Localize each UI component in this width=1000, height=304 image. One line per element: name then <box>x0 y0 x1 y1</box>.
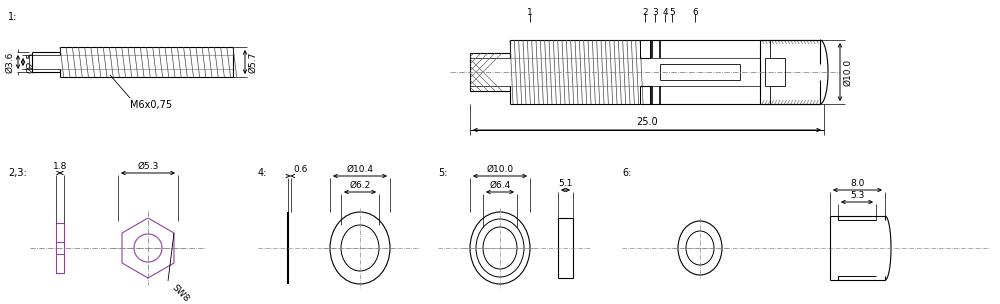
Text: Ø6.4: Ø6.4 <box>489 181 511 190</box>
Text: Ø6.2: Ø6.2 <box>349 181 371 190</box>
Text: 5.1: 5.1 <box>558 179 573 188</box>
Text: M6x0,75: M6x0,75 <box>130 100 172 110</box>
Text: Ø3.6: Ø3.6 <box>5 51 14 73</box>
Text: 6: 6 <box>692 8 698 17</box>
Text: 1: 1 <box>527 8 533 17</box>
Text: Ø10.0: Ø10.0 <box>843 58 852 85</box>
Text: Ø2.5: Ø2.5 <box>26 51 35 73</box>
Text: 5: 5 <box>669 8 675 17</box>
Text: SW8: SW8 <box>170 283 191 304</box>
Text: 4: 4 <box>662 8 668 17</box>
Text: 4:: 4: <box>258 168 267 178</box>
Text: Ø10.0: Ø10.0 <box>486 165 514 174</box>
Text: 8.0: 8.0 <box>850 179 865 188</box>
Text: 2,3:: 2,3: <box>8 168 27 178</box>
Text: 1.8: 1.8 <box>53 162 67 171</box>
Text: 2: 2 <box>642 8 648 17</box>
Text: 1:: 1: <box>8 12 17 22</box>
Text: 25.0: 25.0 <box>636 117 658 127</box>
Text: 5.3: 5.3 <box>850 191 864 200</box>
Text: Ø5.7: Ø5.7 <box>248 51 257 73</box>
Text: Ø5.3: Ø5.3 <box>137 162 159 171</box>
Text: Ø10.4: Ø10.4 <box>347 165 374 174</box>
Text: 3: 3 <box>652 8 658 17</box>
Text: 0.6: 0.6 <box>293 165 307 174</box>
Text: 5:: 5: <box>438 168 448 178</box>
Text: 6:: 6: <box>622 168 631 178</box>
